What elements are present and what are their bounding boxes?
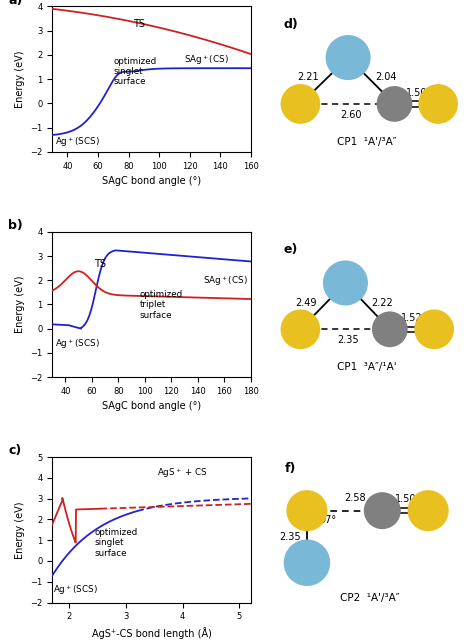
Text: c): c)	[9, 444, 22, 457]
Circle shape	[281, 84, 320, 124]
Circle shape	[414, 310, 454, 349]
Circle shape	[418, 84, 458, 124]
Text: 2.21: 2.21	[297, 72, 319, 83]
Text: SAg$^+$(CS): SAg$^+$(CS)	[203, 274, 248, 288]
Circle shape	[286, 490, 328, 531]
Text: Ag$^+$(SCS): Ag$^+$(SCS)	[53, 583, 98, 597]
Text: d): d)	[284, 18, 299, 31]
Text: Ag$^+$(SCS): Ag$^+$(SCS)	[55, 337, 100, 351]
Text: e): e)	[284, 243, 298, 256]
Text: 2.58: 2.58	[344, 494, 365, 503]
Text: optimized
triplet
surface: optimized triplet surface	[139, 290, 183, 320]
Text: 2.60: 2.60	[340, 110, 362, 119]
Circle shape	[283, 540, 330, 586]
Text: optimized
singlet
surface: optimized singlet surface	[95, 528, 138, 558]
Y-axis label: Energy (eV): Energy (eV)	[15, 501, 25, 558]
Text: 2.49: 2.49	[296, 298, 317, 308]
Circle shape	[408, 490, 449, 531]
Text: CP2  ¹A'/³A″: CP2 ¹A'/³A″	[340, 593, 400, 603]
Circle shape	[323, 260, 368, 306]
Y-axis label: Energy (eV): Energy (eV)	[15, 51, 25, 108]
X-axis label: SAgC bond angle (°): SAgC bond angle (°)	[102, 176, 201, 186]
Circle shape	[326, 35, 371, 80]
Text: b): b)	[9, 219, 23, 232]
Text: SAg$^+$(CS): SAg$^+$(CS)	[183, 54, 228, 67]
Circle shape	[281, 310, 320, 349]
Text: f): f)	[284, 462, 296, 474]
Text: a): a)	[9, 0, 23, 6]
Text: 2.35: 2.35	[279, 531, 301, 542]
Text: 1.50: 1.50	[394, 494, 416, 504]
Circle shape	[372, 312, 408, 347]
Text: Ag$^+$(SCS): Ag$^+$(SCS)	[55, 135, 100, 149]
Text: optimized
singlet
surface: optimized singlet surface	[113, 56, 156, 87]
Text: 59°: 59°	[342, 290, 359, 299]
Circle shape	[376, 86, 412, 122]
Y-axis label: Energy (eV): Energy (eV)	[15, 276, 25, 333]
Text: TS: TS	[133, 19, 145, 29]
Text: 1.50: 1.50	[406, 88, 427, 97]
X-axis label: AgS⁺-CS bond length (Å): AgS⁺-CS bond length (Å)	[91, 627, 211, 638]
Text: CP1  ¹A'/³A″: CP1 ¹A'/³A″	[337, 137, 396, 147]
Text: CP1  ³A″/¹A': CP1 ³A″/¹A'	[337, 362, 396, 372]
Text: 75°: 75°	[345, 64, 362, 74]
X-axis label: SAgC bond angle (°): SAgC bond angle (°)	[102, 401, 201, 412]
Text: 2.22: 2.22	[371, 298, 393, 308]
Circle shape	[364, 492, 401, 529]
Text: 2.04: 2.04	[375, 72, 397, 83]
Text: AgS$^+$ + CS: AgS$^+$ + CS	[157, 466, 208, 480]
Text: 2.35: 2.35	[337, 335, 359, 345]
Text: TS: TS	[94, 259, 107, 269]
Text: 97°: 97°	[319, 515, 336, 525]
Text: 1.52: 1.52	[401, 313, 423, 323]
